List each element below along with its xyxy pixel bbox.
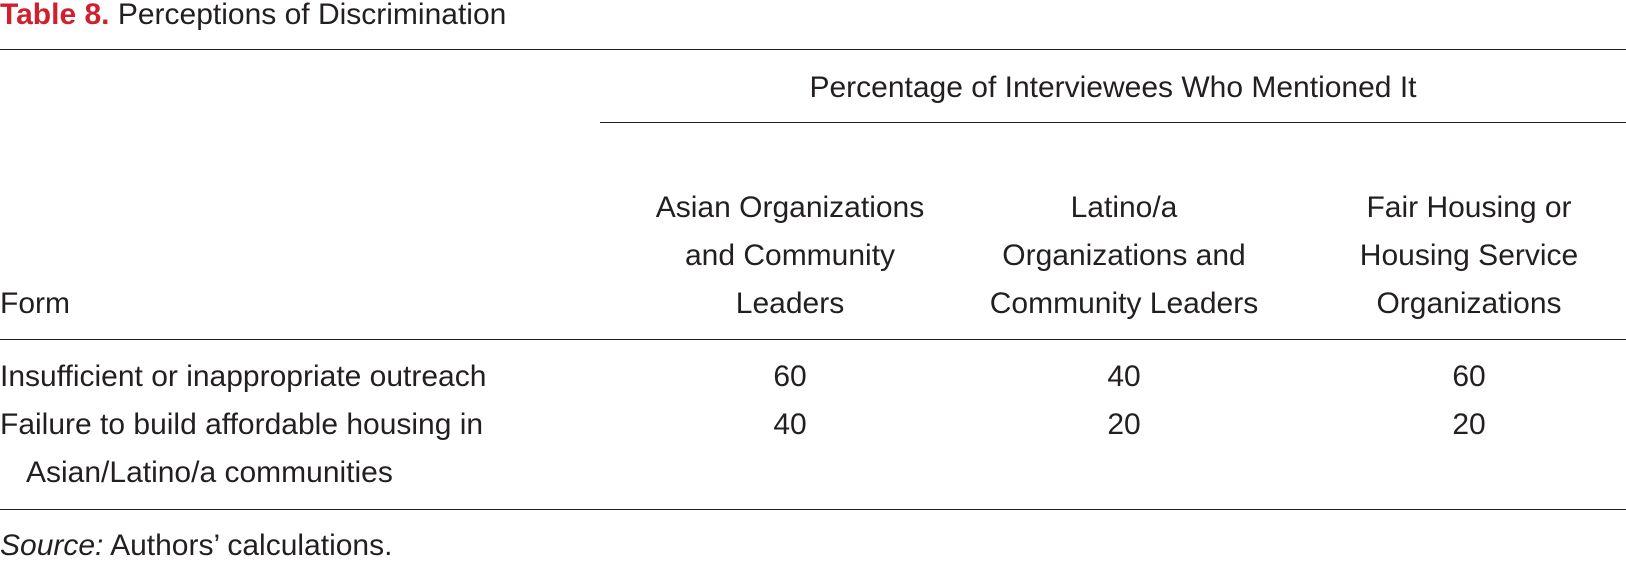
column-header: Fair Housing or Housing Service Organiza… <box>1359 191 1579 320</box>
cell: 20 <box>1452 408 1486 441</box>
row-label: Insufficient or inappropriate outreach <box>0 360 487 393</box>
bottom-rule <box>0 509 1626 510</box>
cell: 20 <box>1107 408 1141 441</box>
table-title: Perceptions of Discrimination <box>117 0 507 31</box>
title: Table 8. Perceptions of Discrimination <box>0 0 506 39</box>
cell: 60 <box>773 360 807 393</box>
table-label: Table 8. <box>0 0 110 31</box>
note: Source: Authors’ calculations. <box>0 522 392 570</box>
column-header: Form <box>0 287 70 320</box>
header-rule <box>0 339 1626 340</box>
note-label: Source: <box>0 529 104 562</box>
spanner-rule <box>600 122 1626 123</box>
cell: 40 <box>1107 360 1141 393</box>
spanner: Percentage of Interviewees Who Mentioned… <box>809 71 1417 104</box>
cell: 60 <box>1452 360 1486 393</box>
row-label: Failure to build affordable housing in A… <box>0 408 484 489</box>
top-rule <box>0 49 1626 50</box>
cell: 40 <box>773 408 807 441</box>
column-header: Asian Organizations and Community Leader… <box>655 191 925 320</box>
note-text: Authors’ calculations. <box>110 529 393 562</box>
column-header: Latino/a Organizations and Community Lea… <box>989 191 1259 320</box>
